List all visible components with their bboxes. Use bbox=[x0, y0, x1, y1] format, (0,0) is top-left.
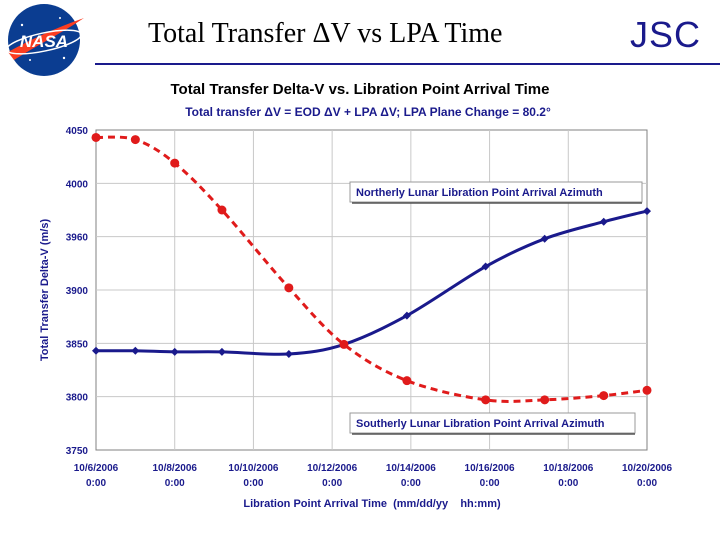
y-tick-label: 3850 bbox=[66, 339, 89, 350]
north-data-point bbox=[92, 346, 100, 355]
legend-north-label: Northerly Lunar Libration Point Arrival … bbox=[356, 187, 603, 199]
x-tick-label: 10/18/2006 bbox=[543, 463, 593, 474]
title-rule bbox=[95, 63, 720, 65]
x-tick-label: 10/8/2006 bbox=[152, 463, 197, 474]
legend-south-label: Southerly Lunar Libration Point Arrival … bbox=[356, 418, 605, 430]
south-data-point bbox=[130, 135, 140, 145]
north-data-point bbox=[481, 262, 490, 271]
x-tick-label: 10/14/2006 bbox=[386, 463, 436, 474]
chart-subtitle: Total transfer ΔV = EOD ΔV + LPA ΔV; LPA… bbox=[185, 105, 551, 119]
nasa-logo: NASA bbox=[6, 4, 84, 76]
x-tick-sublabel: 0:00 bbox=[637, 478, 657, 489]
north-data-point bbox=[402, 311, 411, 320]
x-tick-label: 10/16/2006 bbox=[465, 463, 515, 474]
south-data-point bbox=[170, 158, 180, 168]
x-tick-label: 10/20/2006 bbox=[622, 463, 672, 474]
chart-title: Total Transfer Delta-V vs. Libration Poi… bbox=[171, 81, 550, 98]
legend-north: Northerly Lunar Libration Point Arrival … bbox=[349, 181, 643, 204]
south-data-point bbox=[91, 132, 101, 142]
x-tick-sublabel: 0:00 bbox=[243, 478, 263, 489]
north-data-point bbox=[540, 234, 549, 243]
legend-south: Southerly Lunar Libration Point Arrival … bbox=[349, 412, 636, 435]
y-tick-label: 4050 bbox=[66, 126, 89, 137]
x-tick-sublabel: 0:00 bbox=[401, 478, 421, 489]
north-data-point bbox=[643, 207, 651, 216]
x-tick-sublabel: 0:00 bbox=[165, 478, 185, 489]
x-tick-label: 10/6/2006 bbox=[74, 463, 119, 474]
south-data-point bbox=[642, 385, 652, 395]
org-mark: JSC bbox=[630, 14, 702, 55]
y-tick-label: 3750 bbox=[66, 446, 89, 457]
south-data-point bbox=[284, 283, 294, 293]
south-data-point bbox=[481, 395, 491, 405]
north-data-point bbox=[599, 217, 608, 226]
logo-text: NASA bbox=[20, 32, 68, 51]
north-data-point bbox=[131, 346, 140, 355]
y-tick-label: 3800 bbox=[66, 393, 89, 404]
south-data-point bbox=[339, 339, 349, 349]
series-line-south bbox=[95, 135, 648, 403]
x-tick-sublabel: 0:00 bbox=[322, 478, 342, 489]
x-tick-sublabel: 0:00 bbox=[480, 478, 500, 489]
x-axis-label: Libration Point Arrival Time (mm/dd/yy h… bbox=[243, 498, 501, 510]
x-tick-label: 10/10/2006 bbox=[228, 463, 278, 474]
x-tick-sublabel: 0:00 bbox=[558, 478, 578, 489]
y-tick-label: 3960 bbox=[66, 233, 89, 244]
y-tick-labels: 3750 3800 3850 3900 3960 4000 4050 bbox=[66, 126, 89, 457]
south-data-point bbox=[540, 395, 550, 405]
north-data-point bbox=[284, 350, 293, 358]
y-tick-label: 4000 bbox=[66, 179, 89, 190]
y-tick-label: 3900 bbox=[66, 286, 89, 297]
south-data-point bbox=[402, 376, 412, 386]
x-tick-labels: 10/6/2006 0:00 10/8/2006 0:00 10/10/2006 0:00… bbox=[74, 463, 673, 489]
north-data-point bbox=[170, 347, 179, 356]
series-markers bbox=[91, 132, 652, 405]
north-data-point bbox=[217, 347, 226, 356]
x-tick-sublabel: 0:00 bbox=[86, 478, 106, 489]
south-data-point bbox=[599, 391, 609, 401]
x-tick-label: 10/12/2006 bbox=[307, 463, 357, 474]
slide-title: Total Transfer ΔV vs LPA Time bbox=[148, 18, 503, 49]
y-axis-label: Total Transfer Delta-V (m/s) bbox=[39, 219, 51, 362]
grid bbox=[96, 130, 647, 450]
south-data-point bbox=[217, 205, 227, 215]
